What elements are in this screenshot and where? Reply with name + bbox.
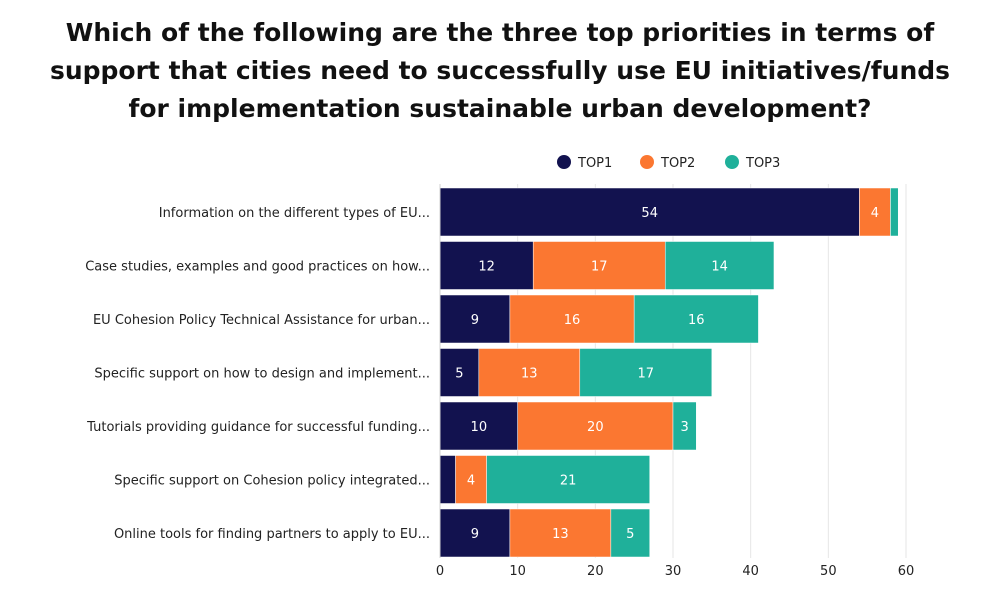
bar-top1 bbox=[439, 241, 534, 290]
category-label: Online tools for finding partners to app… bbox=[114, 527, 430, 542]
data-label-top3: 5 bbox=[626, 527, 634, 542]
data-label-top2: 4 bbox=[871, 206, 879, 221]
bar-top2 bbox=[509, 508, 612, 558]
data-label-top2: 4 bbox=[467, 474, 475, 489]
bar-top1 bbox=[439, 401, 518, 451]
data-label-top3: 17 bbox=[638, 367, 655, 382]
bar-top3 bbox=[610, 508, 650, 558]
data-label-top3: 3 bbox=[681, 420, 689, 435]
category-label: Specific support on how to design and im… bbox=[94, 367, 430, 382]
x-tick-label: 0 bbox=[436, 564, 444, 579]
bar-top1 bbox=[439, 455, 456, 504]
x-tick-label: 60 bbox=[898, 564, 915, 579]
data-label-top3: 21 bbox=[560, 474, 577, 489]
data-label-top2: 20 bbox=[587, 420, 604, 435]
data-label-top1: 54 bbox=[641, 206, 658, 221]
bar-top1 bbox=[439, 348, 480, 397]
legend-label-top3: TOP3 bbox=[745, 156, 780, 171]
bar-top3 bbox=[672, 401, 697, 451]
legend-marker-top2 bbox=[640, 155, 654, 169]
x-tick-label: 10 bbox=[509, 564, 526, 579]
data-label-top2: 13 bbox=[552, 527, 569, 542]
data-label-top2: 17 bbox=[591, 260, 608, 275]
legend-marker-top3 bbox=[725, 155, 739, 169]
data-label-top1: 10 bbox=[471, 420, 488, 435]
data-label-top1: 5 bbox=[455, 367, 463, 382]
bar-top2 bbox=[455, 455, 487, 504]
category-label: Specific support on Cohesion policy inte… bbox=[114, 474, 430, 489]
category-label: Information on the different types of EU… bbox=[159, 206, 430, 221]
x-tick-label: 50 bbox=[820, 564, 837, 579]
data-label-top1: 9 bbox=[471, 313, 479, 328]
data-label-top3: 16 bbox=[688, 313, 705, 328]
x-tick-label: 30 bbox=[665, 564, 682, 579]
x-tick-label: 40 bbox=[742, 564, 759, 579]
bar-top3 bbox=[579, 348, 713, 397]
category-label: EU Cohesion Policy Technical Assistance … bbox=[93, 313, 430, 328]
bar-top1 bbox=[439, 187, 860, 237]
bar-top2 bbox=[509, 294, 635, 344]
data-label-top3: 14 bbox=[711, 260, 728, 275]
data-label-top1: 12 bbox=[478, 260, 495, 275]
bar-top3 bbox=[633, 294, 759, 344]
x-tick-label: 20 bbox=[587, 564, 604, 579]
legend-label-top2: TOP2 bbox=[660, 156, 695, 171]
bar-top3 bbox=[890, 187, 899, 237]
chart-title: Which of the following are the three top… bbox=[49, 18, 951, 123]
category-label: Tutorials providing guidance for success… bbox=[86, 420, 430, 435]
data-label-top2: 16 bbox=[564, 313, 581, 328]
category-label: Case studies, examples and good practice… bbox=[85, 260, 430, 275]
data-label-top1: 9 bbox=[471, 527, 479, 542]
bar-top1 bbox=[439, 508, 511, 558]
bar-top3 bbox=[486, 455, 650, 504]
bar-top2 bbox=[532, 241, 666, 290]
bar-top2 bbox=[478, 348, 581, 397]
legend-label-top1: TOP1 bbox=[577, 156, 612, 171]
bar-top1 bbox=[439, 294, 511, 344]
legend-marker-top1 bbox=[557, 155, 571, 169]
data-label-top2: 13 bbox=[521, 367, 538, 382]
bar-top2 bbox=[517, 401, 674, 451]
bar-top3 bbox=[664, 241, 775, 290]
